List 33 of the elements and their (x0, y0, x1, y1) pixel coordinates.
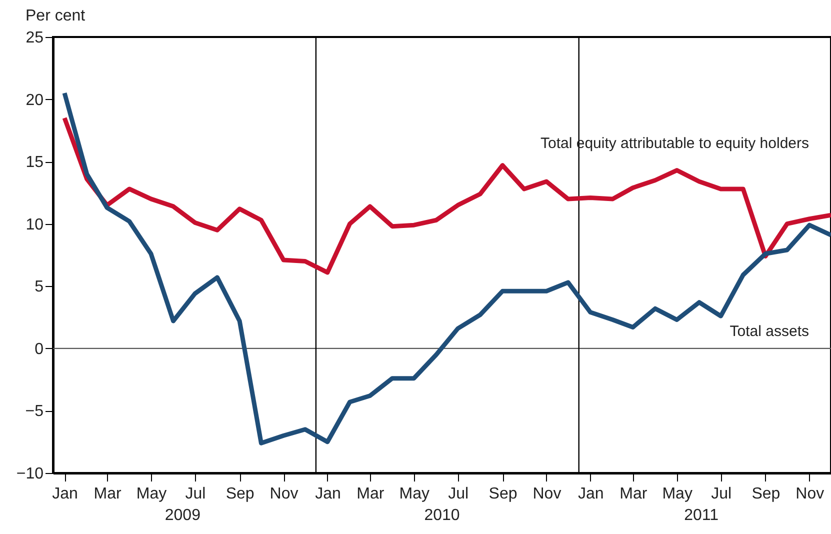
line-series (62, 90, 831, 446)
line-series (62, 116, 831, 275)
x-tick-label: Jul (448, 486, 469, 502)
x-tick-label: Jul (185, 486, 206, 502)
x-tick-label: May (399, 486, 430, 502)
x-tick-label: Jul (711, 486, 732, 502)
x-tick-label: Mar (94, 486, 122, 502)
x-tick-label: May (136, 486, 167, 502)
x-tick-label: Sep (488, 486, 518, 502)
x-tick-label: Nov (270, 486, 298, 502)
text: 2009 (164, 507, 201, 524)
x-tick-label: Nov (532, 486, 562, 502)
y-tick-label: 15 (26, 154, 44, 172)
x-tick-label: Sep (226, 486, 254, 502)
y-tick-label: −5 (25, 403, 44, 420)
text: 2010 (424, 507, 460, 524)
y-tick-label: 20 (26, 92, 44, 109)
y-tick-label: 0 (34, 340, 44, 358)
x-tick-label: Mar (356, 486, 385, 502)
x-tick-label: Sep (752, 486, 780, 502)
y-tick-label: −10 (16, 466, 44, 482)
x-tick-label: Nov (796, 486, 824, 502)
y-axis-title: Per cent (26, 8, 86, 24)
y-tick-label: 5 (34, 278, 44, 296)
x-tick-label: Jan (52, 486, 78, 502)
x-tick-label: Mar (620, 486, 648, 502)
series-label: Total assets (730, 323, 809, 340)
y-tick-label: 10 (26, 216, 44, 234)
x-tick-label: May (662, 486, 692, 502)
x-tick-label: Jan (578, 486, 604, 502)
x-tick-label: Jan (315, 486, 341, 502)
text: 2011 (684, 507, 719, 524)
y-tick-label: 25 (26, 30, 44, 46)
